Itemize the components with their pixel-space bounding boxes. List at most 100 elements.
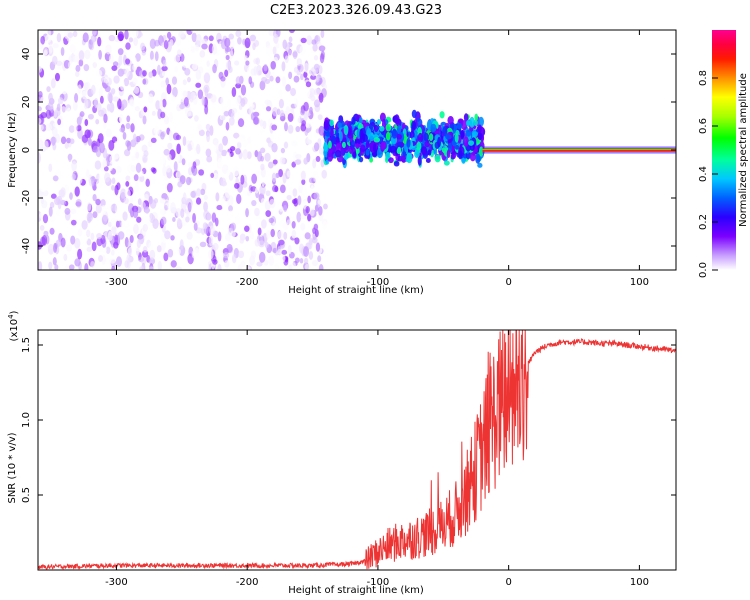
- heatmap-cell: [95, 203, 102, 214]
- heatmap-cell: [204, 165, 210, 174]
- heatmap-cell: [117, 48, 124, 56]
- heatmap-cell: [92, 61, 98, 68]
- heatmap-cell: [224, 46, 232, 53]
- heatmap-cell: [396, 141, 403, 149]
- heatmap-cell: [51, 127, 58, 137]
- heatmap-cell: [203, 194, 209, 201]
- heatmap-cell: [86, 238, 92, 246]
- heatmap-cell: [94, 160, 102, 170]
- heatmap-cell: [154, 51, 159, 62]
- heatmap-cell: [168, 130, 173, 141]
- heatmap-cell: [262, 30, 267, 37]
- heatmap-cell: [318, 125, 325, 136]
- heatmap-cell: [95, 198, 101, 206]
- heatmap-cell: [369, 135, 374, 142]
- heatmap-cell: [313, 223, 319, 231]
- heatmap-cell: [113, 75, 120, 84]
- spectrogram-ytick-label: -20: [21, 190, 32, 206]
- heatmap-cell: [139, 266, 144, 270]
- heatmap-cell: [437, 136, 441, 148]
- heatmap-cell: [465, 151, 471, 160]
- heatmap-cell: [266, 45, 273, 56]
- heatmap-cell: [330, 128, 334, 138]
- heatmap-cell: [237, 264, 243, 270]
- heatmap-cell: [286, 194, 292, 201]
- heatmap-cell: [56, 59, 63, 70]
- heatmap-cell: [304, 232, 311, 240]
- heatmap-cell: [318, 147, 323, 155]
- heatmap-cell: [247, 223, 252, 234]
- heatmap-cell: [446, 149, 451, 159]
- heatmap-cell: [244, 55, 248, 61]
- heatmap-cell: [204, 104, 209, 115]
- heatmap-cell: [84, 119, 89, 127]
- heatmap-cell: [160, 131, 165, 140]
- heatmap-cell: [150, 137, 157, 143]
- heatmap-cell: [293, 197, 299, 207]
- heatmap-cell: [127, 203, 135, 214]
- heatmap-cell: [292, 188, 298, 197]
- heatmap-cell: [288, 187, 293, 198]
- heatmap-cell: [303, 62, 309, 73]
- heatmap-cell: [177, 181, 183, 188]
- heatmap-cell: [301, 187, 308, 197]
- heatmap-cell: [54, 72, 60, 82]
- heatmap-cell: [265, 210, 272, 218]
- heatmap-cell: [261, 177, 266, 187]
- heatmap-cell: [141, 50, 146, 56]
- heatmap-cell: [144, 36, 151, 45]
- heatmap-cell: [78, 50, 85, 61]
- heatmap-cell: [105, 246, 111, 254]
- heatmap-cell: [130, 164, 137, 173]
- snr-panel: -300 -200 -100 0 100 0.5 1.0 1.5 Height of stra…: [7, 310, 677, 596]
- snr-xtick-label: -200: [236, 577, 259, 588]
- heatmap-cell: [359, 128, 364, 140]
- heatmap-cell: [38, 66, 43, 73]
- heatmap-cell: [123, 77, 130, 87]
- snr-ylabel: SNR (10 * v/v): [7, 432, 18, 503]
- heatmap-cell: [306, 35, 313, 46]
- heatmap-cell: [275, 76, 281, 84]
- heatmap-cell: [180, 208, 185, 219]
- heatmap-cell: [90, 84, 96, 95]
- heatmap-cell: [75, 64, 81, 73]
- heatmap-cell: [175, 134, 181, 141]
- heatmap-cell: [155, 100, 161, 110]
- heatmap-cell: [279, 220, 285, 227]
- heatmap-cell: [268, 217, 275, 224]
- heatmap-cell: [208, 235, 214, 247]
- heatmap-cell: [291, 262, 296, 270]
- heatmap-cell: [246, 151, 252, 160]
- heatmap-cell: [65, 137, 72, 144]
- heatmap-cell: [288, 71, 293, 80]
- heatmap-cell: [198, 169, 205, 176]
- heatmap-cell: [132, 77, 138, 85]
- heatmap-cell: [216, 204, 223, 211]
- heatmap-cell: [74, 186, 80, 197]
- heatmap-cell: [325, 159, 330, 165]
- heatmap-cell: [163, 39, 169, 50]
- heatmap-cell: [195, 197, 202, 205]
- heatmap-cell: [298, 185, 304, 194]
- heatmap-cell: [38, 118, 42, 124]
- heatmap-cell: [268, 161, 274, 169]
- heatmap-cell: [274, 263, 280, 270]
- heatmap-cell: [224, 37, 231, 48]
- heatmap-cell: [439, 111, 445, 119]
- heatmap-cell: [235, 76, 242, 85]
- heatmap-cell: [260, 163, 265, 171]
- heatmap-cell: [40, 185, 47, 192]
- heatmap-cell: [218, 143, 224, 153]
- heatmap-cell: [125, 175, 131, 181]
- heatmap-cell: [117, 98, 122, 110]
- heatmap-cell: [81, 220, 88, 230]
- heatmap-cell: [50, 193, 57, 199]
- heatmap-cell: [43, 230, 49, 237]
- heatmap-cell: [391, 128, 398, 139]
- heatmap-cell: [260, 147, 266, 154]
- heatmap-cell: [445, 134, 452, 140]
- heatmap-cell: [61, 87, 68, 95]
- heatmap-cell: [290, 87, 297, 97]
